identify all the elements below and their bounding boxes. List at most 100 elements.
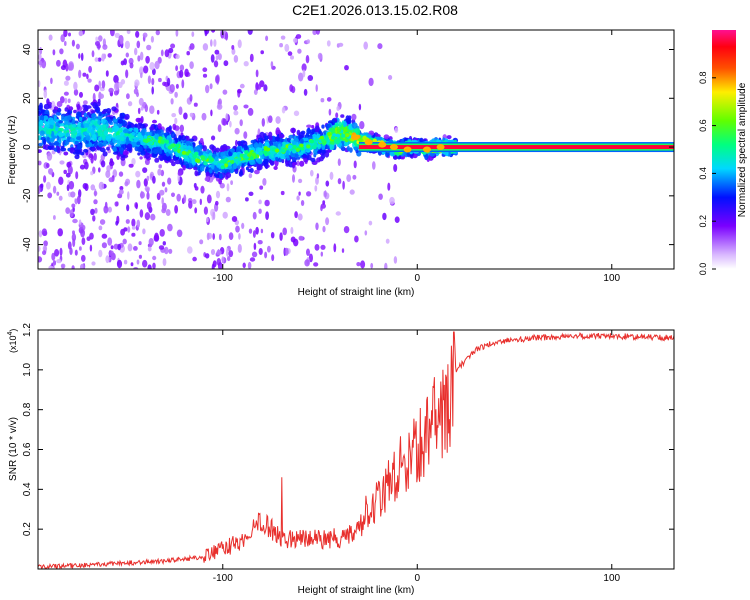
spectrogram-cell xyxy=(188,153,193,158)
snr-scale-suffix: ) xyxy=(8,329,18,332)
spectrogram-cell xyxy=(43,175,47,183)
spectrogram-cell xyxy=(158,245,165,250)
spectrogram-cell xyxy=(239,169,243,176)
spectrogram-cell xyxy=(436,144,445,151)
chart-title: C2E1.2026.013.15.02.R08 xyxy=(292,2,458,18)
spectrogram-cell xyxy=(137,122,141,130)
spectrogram-cell xyxy=(46,181,51,190)
spectrogram-cell xyxy=(63,30,68,38)
spectrogram-cell xyxy=(291,162,298,166)
spectrogram-cell xyxy=(252,230,256,238)
spectrogram-cell xyxy=(232,162,237,170)
spectrogram-cell xyxy=(170,98,174,105)
spectrogram-cell xyxy=(214,49,220,55)
spectrogram-cell xyxy=(142,32,148,38)
colorbar-label: Normalized spectral amplitude xyxy=(737,82,748,217)
spectrogram-cell xyxy=(289,84,294,92)
spectrogram-cell xyxy=(126,30,131,35)
spectrogram-cell xyxy=(178,106,183,115)
spectrogram-cell xyxy=(157,123,162,129)
spectrogram-cell xyxy=(92,134,97,139)
spectrogram-cell xyxy=(264,135,269,140)
spectrogram-cell xyxy=(94,57,99,62)
spectrogram-cell xyxy=(143,65,149,74)
spectrogram-cell xyxy=(206,194,212,204)
spectrogram-x-label: Height of straight line (km) xyxy=(298,287,415,298)
spectrogram-cell xyxy=(155,30,160,36)
spectrogram-cell xyxy=(45,129,50,135)
spectrogram-cell xyxy=(203,206,208,215)
spectrogram-cell xyxy=(175,54,180,60)
spectrogram-cell xyxy=(164,49,170,58)
spectrogram-cell xyxy=(152,262,156,269)
spectrogram-cell xyxy=(258,208,262,214)
spectrogram-cell xyxy=(292,38,298,43)
spectrogram-cell xyxy=(154,60,160,70)
spectrogram-cell xyxy=(120,228,125,236)
spectrogram-cell xyxy=(360,260,366,269)
spectrogram-cell xyxy=(99,219,106,225)
spectrogram-cell xyxy=(78,189,82,198)
spectrogram-cell xyxy=(341,133,346,138)
spectrogram-cell xyxy=(145,131,152,137)
spectrogram-cell xyxy=(320,244,326,250)
spectrogram-cell xyxy=(231,45,235,50)
spectrogram-cell xyxy=(324,190,327,198)
spectrogram-cell xyxy=(82,225,86,231)
spectrogram-cell xyxy=(125,52,129,58)
spectrogram-cell xyxy=(314,244,320,251)
spectrogram-cell xyxy=(38,53,42,61)
spectrogram-cell xyxy=(223,60,229,67)
spectrogram-cell xyxy=(56,135,60,141)
spectrogram-cell xyxy=(183,194,187,203)
spectrogram-cell xyxy=(63,151,69,156)
spectrogram-cell xyxy=(299,160,305,167)
spectrogram-cell xyxy=(364,139,373,146)
spectrogram-cell xyxy=(102,140,107,147)
spectrogram-cell xyxy=(202,67,208,72)
spectrogram-cell xyxy=(101,80,106,89)
spectrogram-cell xyxy=(280,190,285,196)
spectrogram-cell xyxy=(160,49,164,57)
spectrogram-cell xyxy=(175,143,180,148)
spectrogram-cell xyxy=(310,169,314,177)
spectrogram-cell xyxy=(393,164,398,172)
spectrogram-cell xyxy=(54,249,60,257)
y-tick-label: 1.2 xyxy=(22,323,33,337)
spectrogram-cell xyxy=(325,180,330,187)
spectrogram-cell xyxy=(296,195,300,201)
spectrogram-cell xyxy=(260,228,264,234)
spectrogram-cell xyxy=(199,239,204,245)
spectrogram-cell xyxy=(322,225,326,233)
spectrogram-cell xyxy=(176,193,181,202)
spectrogram-cell xyxy=(189,146,194,152)
spectrogram-cell xyxy=(152,119,157,124)
spectrogram-cell xyxy=(182,164,186,171)
spectrogram-cell xyxy=(98,167,101,173)
spectrogram-cell xyxy=(174,117,178,125)
spectrogram-cell xyxy=(194,146,201,151)
spectrogram-cell xyxy=(302,154,308,159)
spectrogram-cell xyxy=(170,43,176,49)
spectrogram-cell xyxy=(258,199,262,205)
spectrogram-cell xyxy=(83,148,89,153)
spectrogram-cell xyxy=(122,150,129,156)
spectrogram-cell xyxy=(162,258,167,267)
spectrogram-cell xyxy=(172,123,177,130)
spectrogram-cell xyxy=(233,110,239,116)
spectrogram-cell xyxy=(279,43,283,48)
y-tick-label: 1.0 xyxy=(22,362,33,376)
spectrogram-cell xyxy=(134,47,138,56)
spectrogram-cell xyxy=(173,147,178,152)
spectrogram-cell xyxy=(167,77,171,87)
spectrogram-cell xyxy=(315,222,319,231)
spectrogram-cell xyxy=(135,30,140,38)
spectrogram-cell xyxy=(41,59,47,69)
spectrogram-cell xyxy=(255,69,259,78)
spectrogram-cell xyxy=(157,150,163,155)
spectrogram-cell xyxy=(281,148,286,153)
spectrogram-cell xyxy=(115,220,119,226)
spectrogram-cell xyxy=(247,30,253,35)
spectrogram-cell xyxy=(330,127,335,134)
spectrogram-cell xyxy=(200,185,205,194)
